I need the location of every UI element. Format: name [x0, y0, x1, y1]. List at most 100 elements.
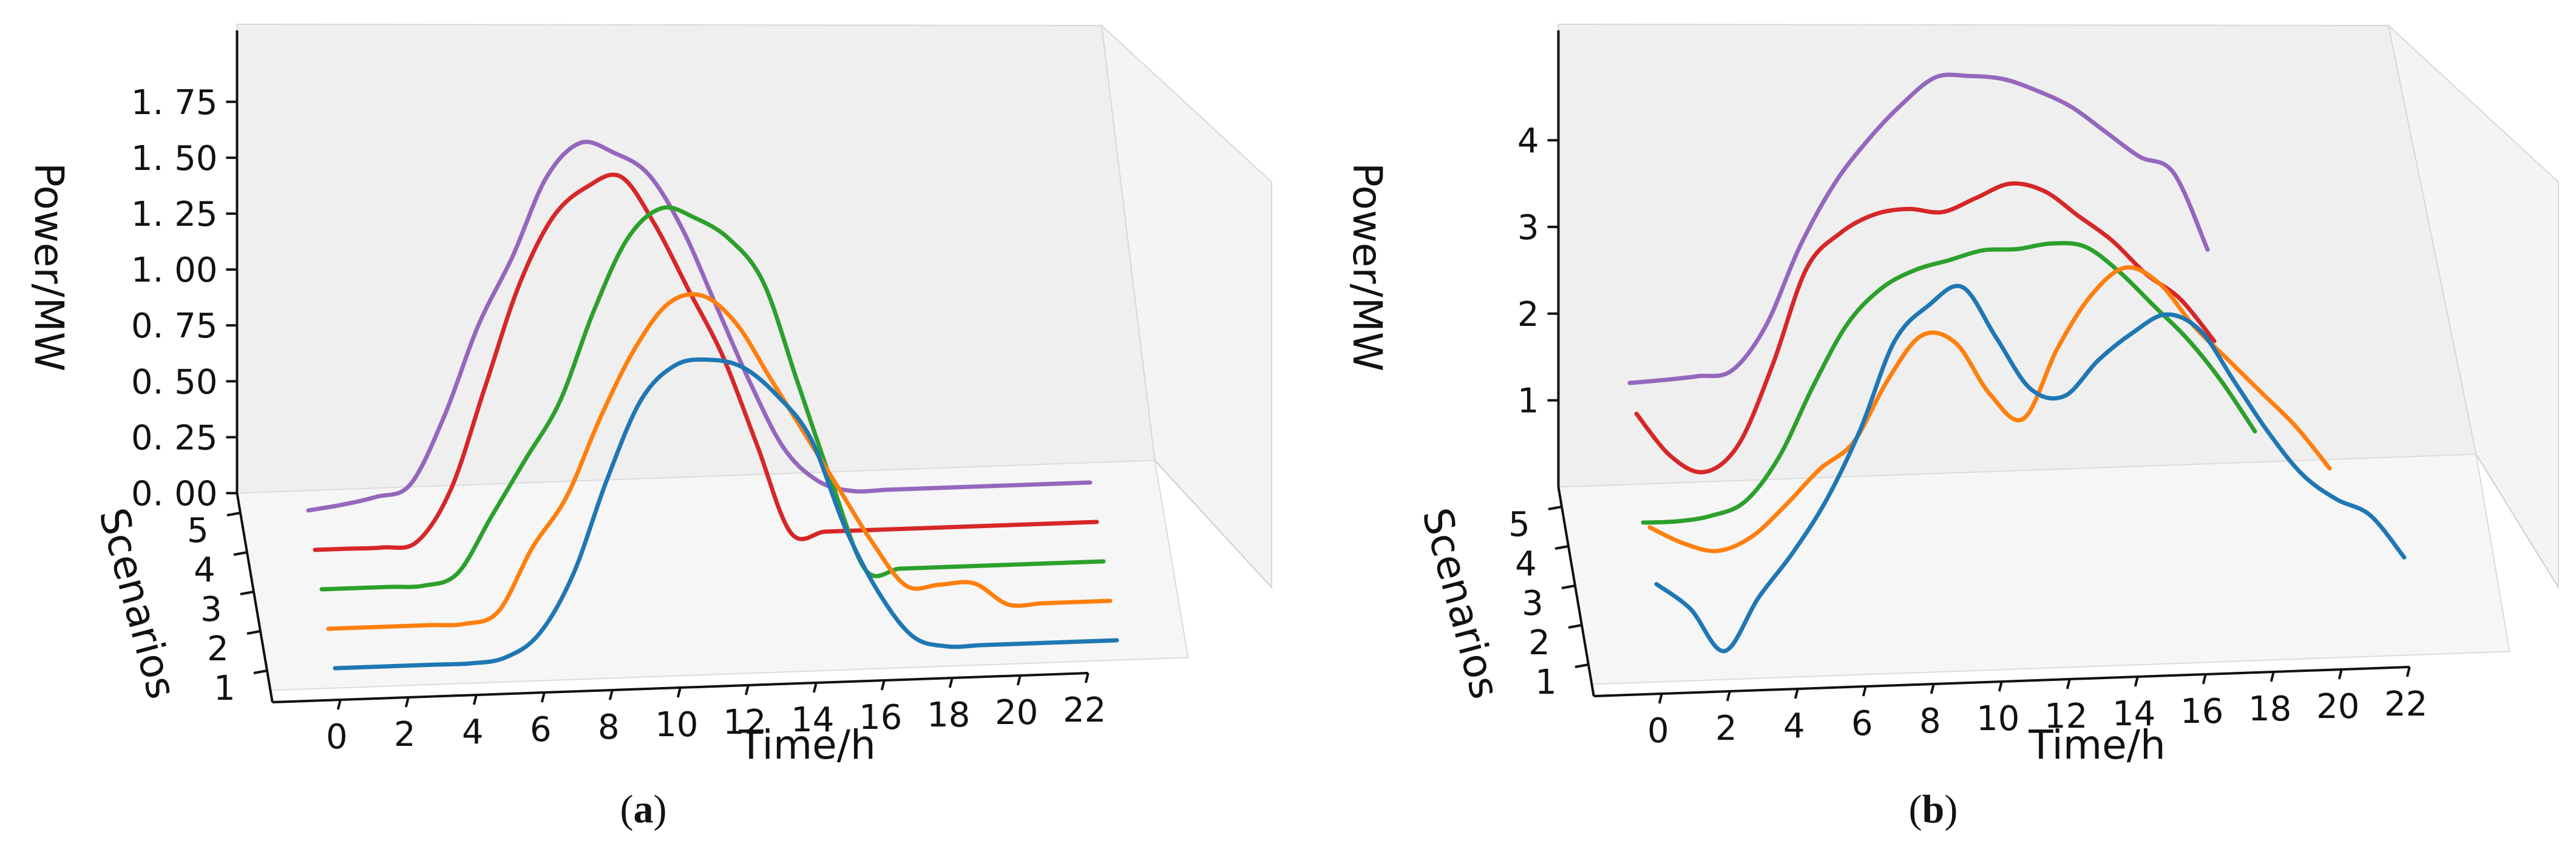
- floor-side-edge: [1154, 459, 1272, 588]
- caption-open: (: [1909, 787, 1922, 831]
- x-tick-label: 12: [2044, 697, 2087, 736]
- x-tick-label: 22: [2384, 685, 2427, 724]
- y-tick-label: 0. 75: [131, 306, 218, 346]
- x-tick-mark: [540, 692, 546, 703]
- x-tick-mark: [336, 699, 342, 710]
- series-line-1: [333, 357, 1119, 671]
- series-line-2: [326, 292, 1113, 631]
- z-tick-label: 1: [1535, 663, 1557, 702]
- x-tick-mark: [2201, 674, 2207, 685]
- x-tick-label: 14: [2112, 694, 2155, 734]
- x-tick-mark: [1930, 683, 1935, 694]
- y-tick-label: 0. 00: [131, 475, 218, 514]
- x-tick-mark: [948, 677, 954, 688]
- x-tick-mark: [676, 687, 682, 698]
- floor-plane: [1557, 453, 2510, 685]
- x-tick-mark: [2066, 679, 2071, 689]
- x-tick-mark: [1794, 688, 1799, 699]
- y-tick-label: 1: [1517, 382, 1539, 421]
- series-line-1: [1654, 283, 2407, 654]
- x-tick-label: 18: [927, 696, 970, 735]
- series-line-3: [1641, 241, 2257, 525]
- caption-letter: a: [634, 787, 654, 831]
- z-tick-label: 1: [214, 669, 236, 708]
- x-tick-label: 0: [326, 717, 348, 757]
- x-tick-label: 0: [1647, 711, 1669, 751]
- x-tick-label: 12: [723, 703, 766, 742]
- chart-panel-a: 0. 00 0. 25 0. 50 0. 75 1. 00 1. 25 1. 50 1. 75…: [25, 23, 1272, 831]
- x-tick-label: 2: [394, 715, 416, 754]
- z-axis-line: [236, 493, 274, 703]
- series-line-4: [1634, 181, 2217, 475]
- x-tick-mark: [1658, 693, 1663, 704]
- z-tick-mark: [233, 551, 248, 556]
- y-tick-label: 1. 00: [131, 251, 218, 290]
- x-tick-mark: [880, 680, 886, 691]
- x-tick-mark: [1084, 672, 1090, 683]
- z-tick-mark: [226, 512, 241, 516]
- x-tick-mark: [404, 697, 410, 708]
- x-tick-label: 16: [2180, 692, 2223, 731]
- x-tick-mark: [1862, 686, 1867, 697]
- caption-close: ): [654, 787, 667, 831]
- x-tick-label: 6: [530, 710, 552, 750]
- series-line-3: [319, 205, 1106, 592]
- x-tick-label: 10: [1976, 699, 2019, 739]
- caption-open: (: [620, 787, 634, 831]
- z-tick-label: 3: [200, 590, 222, 629]
- series-line-5: [1627, 72, 2210, 385]
- panel-caption: (b): [1909, 787, 1958, 831]
- z-tick-label: 5: [187, 511, 209, 550]
- x-tick-mark: [1726, 691, 1731, 702]
- back-wall: [1557, 23, 2477, 488]
- x-tick-mark: [2269, 671, 2275, 682]
- z-tick-label: 2: [207, 629, 229, 669]
- z-tick-mark: [1568, 624, 1582, 629]
- x-axis-label: Time/h: [738, 722, 876, 768]
- x-tick-label: 18: [2248, 689, 2291, 729]
- z-tick-mark: [253, 669, 268, 674]
- z-tick-label: 4: [194, 550, 215, 590]
- x-tick-label: 4: [1783, 706, 1805, 746]
- caption-letter: b: [1922, 787, 1945, 831]
- z-axis-label: Scenarios: [1413, 503, 1509, 703]
- x-tick-label: 8: [598, 708, 620, 747]
- y-tick-label: 1. 25: [131, 195, 218, 234]
- x-tick-label: 14: [791, 700, 834, 740]
- z-tick-mark: [1574, 663, 1589, 668]
- z-axis-line: [1557, 487, 1595, 697]
- y-axis-label: Power/MW: [25, 163, 72, 371]
- x-tick-mark: [472, 694, 478, 705]
- z-tick-mark: [1554, 545, 1569, 550]
- x-tick-mark: [2337, 669, 2343, 680]
- z-axis-label: Scenarios: [90, 503, 186, 703]
- y-tick-label: 4: [1517, 121, 1539, 161]
- x-tick-mark: [1998, 681, 2003, 692]
- x-tick-mark: [2134, 676, 2139, 687]
- z-tick-mark: [240, 591, 254, 595]
- x-tick-label: 20: [2316, 687, 2359, 726]
- x-tick-mark: [2405, 666, 2411, 677]
- y-axis-label: Power/MW: [1344, 163, 1391, 371]
- y-tick-label: 1. 75: [131, 83, 218, 123]
- x-tick-label: 2: [1715, 709, 1737, 748]
- x-tick-label: 20: [995, 693, 1038, 733]
- series-line-4: [313, 172, 1099, 552]
- z-tick-mark: [246, 630, 261, 635]
- y-tick-label: 0. 50: [131, 362, 218, 402]
- x-tick-label: 4: [462, 713, 484, 752]
- x-axis-label: Time/h: [2028, 722, 2166, 768]
- x-tick-label: 22: [1063, 691, 1106, 730]
- panel-caption: (a): [620, 787, 667, 831]
- x-tick-label: 10: [655, 705, 698, 745]
- x-tick-mark: [744, 685, 750, 696]
- x-tick-label: 6: [1851, 704, 1873, 743]
- y-tick-label: 3: [1517, 208, 1539, 248]
- y-tick-label: 1. 50: [131, 139, 218, 178]
- floor-side-edge: [2475, 453, 2559, 588]
- z-tick-label: 2: [1528, 623, 1550, 663]
- z-tick-label: 3: [1522, 584, 1544, 623]
- series-line-5: [306, 140, 1093, 513]
- x-tick-mark: [1016, 675, 1022, 686]
